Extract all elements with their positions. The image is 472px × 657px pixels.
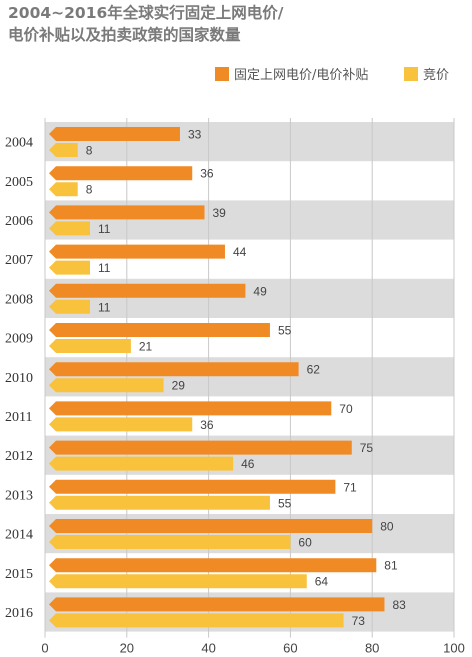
x-tick-label: 100 bbox=[443, 641, 465, 656]
legend-swatch-orange bbox=[215, 66, 229, 81]
y-tick-label: 2012 bbox=[5, 449, 33, 464]
bar-auction bbox=[49, 339, 131, 353]
legend-item-auction: 竞价 bbox=[404, 64, 449, 83]
y-tick-label: 2010 bbox=[5, 371, 33, 386]
data-label-auction: 60 bbox=[298, 536, 312, 550]
data-label-fit: 36 bbox=[200, 167, 214, 181]
y-tick-label: 2007 bbox=[5, 253, 33, 268]
bar-fit bbox=[49, 127, 180, 141]
legend-label-auction: 竞价 bbox=[423, 68, 450, 83]
data-label-fit: 70 bbox=[339, 402, 353, 416]
legend-swatch-yellow bbox=[404, 66, 418, 81]
data-label-auction: 29 bbox=[172, 379, 186, 393]
data-label-fit: 83 bbox=[392, 598, 406, 612]
data-label-auction: 11 bbox=[98, 261, 111, 275]
chart-title: 2004~2016年全球实行固定上网电价/ 电价补贴以及拍卖政策的国家数量 bbox=[8, 2, 283, 46]
bar-auction bbox=[49, 613, 344, 628]
y-tick-label: 2004 bbox=[5, 136, 33, 151]
data-label-fit: 39 bbox=[213, 206, 227, 220]
x-tick-label: 40 bbox=[201, 641, 215, 656]
data-label-auction: 55 bbox=[278, 496, 292, 510]
data-label-auction: 46 bbox=[241, 457, 255, 471]
data-label-fit: 75 bbox=[360, 441, 374, 455]
data-label-auction: 8 bbox=[86, 144, 93, 158]
data-label-auction: 8 bbox=[86, 183, 93, 197]
x-tick-label: 20 bbox=[120, 641, 134, 656]
data-label-auction: 73 bbox=[352, 614, 366, 628]
bar-auction bbox=[49, 182, 78, 197]
bar-auction bbox=[49, 456, 234, 471]
data-label-fit: 55 bbox=[278, 324, 292, 338]
y-tick-label: 2006 bbox=[5, 214, 33, 229]
bar-auction bbox=[49, 535, 291, 549]
bar-fit bbox=[49, 283, 246, 298]
bar-auction bbox=[49, 299, 90, 314]
bar-fit bbox=[49, 597, 385, 612]
data-label-fit: 49 bbox=[253, 284, 267, 298]
bar-fit bbox=[49, 362, 299, 377]
legend-label-fit: 固定上网电价/电价补贴 bbox=[234, 68, 369, 83]
bar-auction bbox=[49, 574, 307, 589]
data-label-fit: 44 bbox=[233, 245, 247, 259]
bar-auction bbox=[49, 378, 164, 393]
x-tick-label: 80 bbox=[365, 641, 379, 656]
data-label-auction: 36 bbox=[200, 418, 214, 432]
y-tick-label: 2005 bbox=[5, 175, 33, 190]
bar-auction bbox=[49, 495, 270, 510]
data-label-auction: 11 bbox=[98, 300, 111, 314]
x-tick-label: 60 bbox=[283, 641, 297, 656]
data-label-fit: 81 bbox=[384, 559, 398, 573]
data-label-fit: 33 bbox=[188, 128, 202, 142]
y-tick-label: 2011 bbox=[5, 410, 32, 425]
bar-fit bbox=[49, 519, 373, 533]
bar-fit bbox=[49, 558, 377, 573]
y-tick-label: 2014 bbox=[5, 528, 33, 543]
bar-fit bbox=[49, 323, 270, 337]
x-tick-label: 0 bbox=[41, 641, 48, 656]
bar-fit bbox=[49, 440, 352, 455]
title-line-1: 2004~2016年全球实行固定上网电价/ bbox=[8, 4, 284, 22]
data-label-fit: 71 bbox=[343, 480, 357, 494]
legend: 固定上网电价/电价补贴 竞价 bbox=[0, 64, 472, 84]
legend-item-fit: 固定上网电价/电价补贴 bbox=[215, 64, 368, 83]
title-line-2: 电价补贴以及拍卖政策的国家数量 bbox=[8, 26, 241, 44]
y-tick-label: 2013 bbox=[5, 488, 33, 503]
data-label-auction: 11 bbox=[98, 222, 111, 236]
bar-auction bbox=[49, 221, 90, 236]
data-label-fit: 62 bbox=[307, 363, 321, 377]
y-tick-label: 2016 bbox=[5, 606, 33, 621]
bar-fit bbox=[49, 166, 193, 181]
y-tick-label: 2009 bbox=[5, 332, 33, 347]
bar-fit bbox=[49, 479, 336, 494]
bar-auction bbox=[49, 417, 193, 432]
data-label-auction: 21 bbox=[139, 340, 153, 354]
bar-fit bbox=[49, 244, 225, 259]
bar-fit bbox=[49, 205, 205, 220]
bar-fit bbox=[49, 401, 332, 416]
data-label-fit: 80 bbox=[380, 520, 394, 534]
y-tick-label: 2008 bbox=[5, 292, 33, 307]
data-label-auction: 64 bbox=[315, 575, 329, 589]
bar-auction bbox=[49, 260, 90, 275]
y-tick-label: 2015 bbox=[5, 567, 33, 582]
bar-auction bbox=[49, 143, 78, 157]
